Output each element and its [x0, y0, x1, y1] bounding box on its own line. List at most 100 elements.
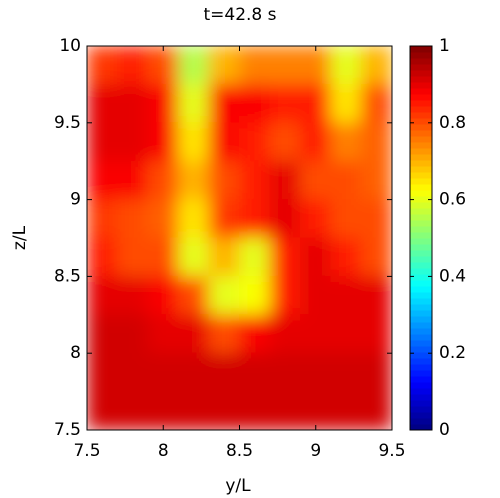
colorbar-segment — [410, 123, 432, 131]
heatmap-cell — [147, 160, 179, 201]
colorbar-segment — [410, 417, 432, 425]
chart-title: t=42.8 s — [203, 5, 276, 25]
heatmap-cell — [178, 237, 210, 277]
y-tick-label: 8 — [70, 343, 81, 363]
heatmap-cell — [208, 314, 240, 354]
colorbar-segment — [410, 393, 432, 401]
heatmap-cell — [330, 237, 362, 277]
colorbar-segment — [410, 213, 432, 221]
heatmap-cell — [117, 237, 149, 277]
colorbar-segment — [410, 165, 432, 173]
heatmap-cell — [269, 46, 301, 85]
colorbar-segment — [410, 339, 432, 347]
heatmap-cell — [269, 314, 301, 354]
colorbar-segment — [410, 171, 432, 179]
heatmap-cell — [330, 83, 362, 124]
colorbar-segment — [410, 159, 432, 167]
heatmap-cell — [239, 46, 271, 85]
heatmap-cell — [147, 199, 179, 239]
heatmap-cell — [361, 237, 392, 277]
y-tick-label: 9 — [70, 190, 81, 210]
heatmap-cell — [87, 352, 118, 393]
x-tick-label: 9.5 — [378, 441, 405, 461]
colorbar-segment — [410, 243, 432, 251]
colorbar-segment — [410, 279, 432, 287]
colorbar-segment — [410, 387, 432, 395]
heatmap-cell — [239, 275, 271, 316]
colorbar-segment — [410, 177, 432, 185]
heatmap-cell — [117, 160, 149, 201]
colorbar-segment — [410, 117, 432, 125]
heatmap-cell — [178, 46, 210, 85]
colorbar-segment — [410, 81, 432, 89]
heatmap-cell — [147, 83, 179, 124]
colorbar-segment — [410, 237, 432, 245]
heatmap-cells — [87, 46, 392, 430]
y-tick-label: 10 — [59, 36, 81, 56]
heatmap-cell — [178, 122, 210, 162]
heatmap-cell — [147, 275, 179, 316]
colorbar-frame — [409, 45, 433, 431]
heatmap-cell — [117, 352, 149, 393]
colorbar-segment — [410, 87, 432, 95]
heatmap-cell — [208, 46, 240, 85]
heatmap-cell — [87, 237, 118, 277]
heatmap-cell — [330, 391, 362, 430]
x-tick-label: 7.5 — [73, 441, 100, 461]
colorbar-segment — [410, 273, 432, 281]
colorbar-segment — [410, 63, 432, 71]
heatmap-cell — [87, 391, 118, 430]
heatmap-cell — [300, 314, 332, 354]
colorbar-tick-label: 0.6 — [439, 190, 466, 210]
heatmap-cell — [330, 275, 362, 316]
heatmap-cell — [239, 199, 271, 239]
heatmap-cell — [239, 314, 271, 354]
heatmap-cell — [178, 275, 210, 316]
heatmap-cell — [208, 83, 240, 124]
colorbar-segment — [410, 57, 432, 65]
heatmap-cell — [361, 122, 392, 162]
colorbar-segment — [410, 195, 432, 203]
heatmap-cell — [208, 199, 240, 239]
heatmap-cell — [239, 83, 271, 124]
heatmap-cell — [87, 314, 118, 354]
colorbar-segment — [410, 327, 432, 335]
x-tick-label: 8 — [158, 441, 169, 461]
heatmap-cell — [117, 83, 149, 124]
heatmap-cell — [330, 122, 362, 162]
heatmap-cell — [361, 83, 392, 124]
colorbar-segment — [410, 315, 432, 323]
heatmap-cell — [147, 46, 179, 85]
colorbar-segment — [410, 225, 432, 233]
heatmap-cell — [361, 352, 392, 393]
heatmap-cell — [147, 122, 179, 162]
colorbar-segment — [410, 99, 432, 107]
heatmap-cell — [361, 199, 392, 239]
colorbar-segment — [410, 309, 432, 317]
heatmap-cell — [269, 237, 301, 277]
heatmap-cell — [239, 352, 271, 393]
heatmap-cell — [239, 237, 271, 277]
heatmap-cell — [330, 352, 362, 393]
colorbar-segment — [410, 363, 432, 371]
y-tick-label: 8.5 — [54, 266, 81, 286]
colorbar-segment — [410, 267, 432, 275]
x-tick-label: 9 — [310, 441, 321, 461]
colorbar-segment — [410, 399, 432, 407]
heatmap-cell — [87, 199, 118, 239]
heatmap-cell — [361, 275, 392, 316]
heatmap-cell — [208, 122, 240, 162]
colorbar-tick-label: 0.4 — [439, 266, 466, 286]
heatmap-cell — [330, 314, 362, 354]
x-tick-label: 8.5 — [226, 441, 253, 461]
heatmap-cell — [178, 314, 210, 354]
colorbar-segment — [410, 381, 432, 389]
colorbar-segment — [410, 291, 432, 299]
colorbar-segment — [410, 135, 432, 143]
colorbar-segment — [410, 285, 432, 293]
heatmap-cell — [147, 352, 179, 393]
y-tick-label: 9.5 — [54, 113, 81, 133]
heatmap-cell — [208, 391, 240, 430]
colorbar-segment — [410, 201, 432, 209]
